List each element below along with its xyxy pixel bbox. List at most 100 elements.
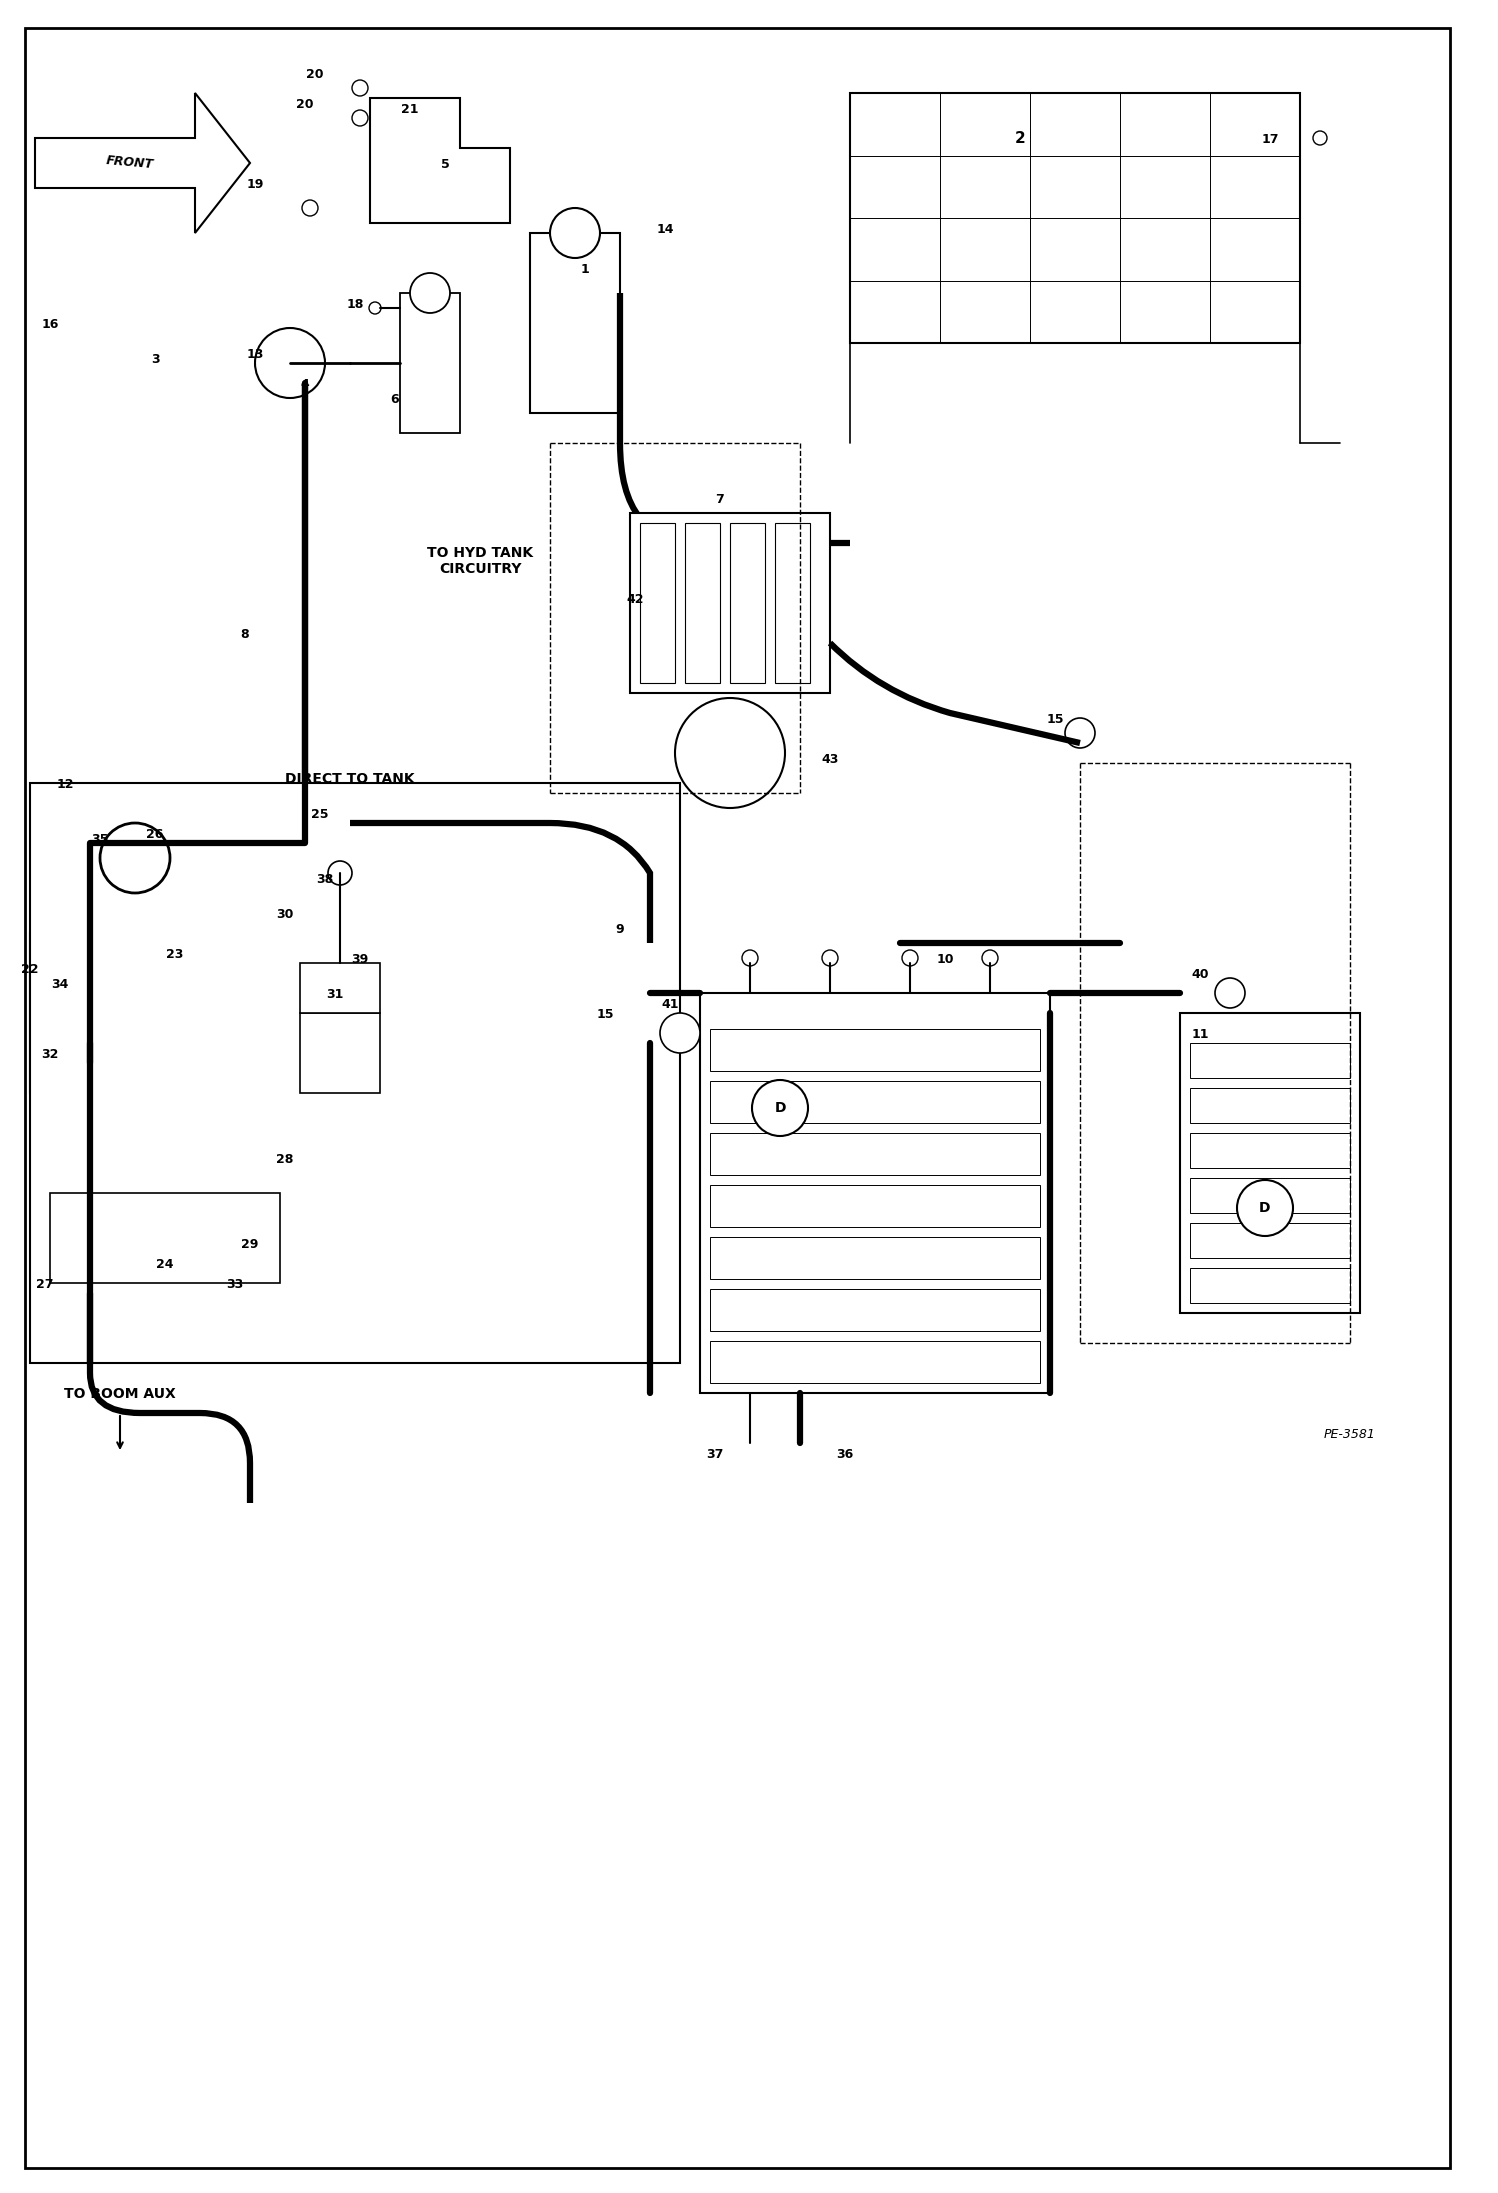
Circle shape bbox=[109, 923, 130, 943]
Bar bbox=[1180, 1013, 1360, 1314]
Bar bbox=[240, 912, 360, 1092]
Text: 37: 37 bbox=[707, 1447, 724, 1461]
Text: FRONT: FRONT bbox=[106, 154, 154, 171]
Text: 13: 13 bbox=[246, 349, 264, 362]
Text: 3: 3 bbox=[151, 353, 159, 366]
Circle shape bbox=[1065, 717, 1095, 748]
Bar bbox=[1189, 1044, 1350, 1079]
Text: 22: 22 bbox=[21, 963, 39, 976]
Circle shape bbox=[676, 697, 785, 807]
Text: 20: 20 bbox=[306, 68, 324, 81]
Bar bbox=[710, 1289, 1040, 1331]
Bar bbox=[710, 1340, 1040, 1384]
Text: 38: 38 bbox=[316, 873, 334, 886]
Bar bbox=[685, 522, 721, 682]
Text: PE-3581: PE-3581 bbox=[1324, 1428, 1377, 1441]
Circle shape bbox=[60, 954, 180, 1072]
Text: 19: 19 bbox=[246, 178, 264, 191]
Bar bbox=[849, 92, 1300, 342]
Bar bbox=[710, 1134, 1040, 1175]
Bar bbox=[1189, 1088, 1350, 1123]
Circle shape bbox=[752, 1079, 807, 1136]
Text: 10: 10 bbox=[936, 954, 954, 965]
Polygon shape bbox=[34, 92, 250, 232]
Circle shape bbox=[75, 1029, 105, 1057]
Text: 7: 7 bbox=[716, 493, 725, 507]
Text: 21: 21 bbox=[401, 103, 419, 116]
Text: 33: 33 bbox=[226, 1279, 244, 1292]
Circle shape bbox=[352, 110, 369, 125]
Circle shape bbox=[410, 272, 449, 314]
Text: 1: 1 bbox=[581, 263, 589, 276]
Text: 17: 17 bbox=[1261, 134, 1279, 147]
Text: 12: 12 bbox=[57, 779, 73, 792]
Circle shape bbox=[255, 329, 325, 397]
Bar bbox=[400, 294, 460, 432]
Text: TO HYD TANK
CIRCUITRY: TO HYD TANK CIRCUITRY bbox=[427, 546, 533, 577]
Text: 15: 15 bbox=[596, 1009, 614, 1022]
Circle shape bbox=[742, 950, 758, 965]
Text: 5: 5 bbox=[440, 158, 449, 171]
Text: 28: 28 bbox=[276, 1154, 294, 1167]
Text: 20: 20 bbox=[297, 99, 313, 112]
Circle shape bbox=[983, 950, 998, 965]
Text: 43: 43 bbox=[821, 752, 839, 765]
Circle shape bbox=[169, 923, 190, 943]
Text: DIRECT TO TANK: DIRECT TO TANK bbox=[285, 772, 415, 785]
Circle shape bbox=[352, 79, 369, 96]
Text: 16: 16 bbox=[42, 318, 58, 331]
Bar bbox=[530, 232, 620, 412]
Bar bbox=[300, 1013, 380, 1092]
Circle shape bbox=[303, 200, 318, 215]
Bar bbox=[30, 783, 680, 1364]
Bar bbox=[710, 1081, 1040, 1123]
Circle shape bbox=[1215, 978, 1245, 1009]
Text: 41: 41 bbox=[661, 998, 679, 1011]
Bar bbox=[1189, 1178, 1350, 1213]
Bar bbox=[300, 963, 380, 1013]
Text: 8: 8 bbox=[241, 627, 249, 640]
Text: 18: 18 bbox=[346, 298, 364, 311]
Circle shape bbox=[328, 862, 352, 886]
Text: 42: 42 bbox=[626, 592, 644, 605]
Circle shape bbox=[1314, 132, 1327, 145]
Bar bbox=[710, 1184, 1040, 1228]
Text: 35: 35 bbox=[91, 833, 109, 846]
Circle shape bbox=[369, 303, 380, 314]
Text: 31: 31 bbox=[327, 989, 343, 1000]
Text: 9: 9 bbox=[616, 923, 625, 936]
Text: 24: 24 bbox=[156, 1259, 174, 1272]
Bar bbox=[49, 1193, 280, 1283]
Text: 2: 2 bbox=[1014, 132, 1025, 147]
Text: 36: 36 bbox=[836, 1447, 854, 1461]
Circle shape bbox=[1237, 1180, 1293, 1237]
Circle shape bbox=[902, 950, 918, 965]
Text: 15: 15 bbox=[1046, 713, 1064, 726]
Circle shape bbox=[265, 877, 336, 947]
Text: 23: 23 bbox=[166, 947, 184, 961]
Bar bbox=[631, 513, 830, 693]
Circle shape bbox=[661, 1013, 700, 1053]
Bar bbox=[710, 1237, 1040, 1279]
Text: 14: 14 bbox=[656, 224, 674, 237]
Bar bbox=[710, 1029, 1040, 1070]
Text: 6: 6 bbox=[391, 393, 400, 406]
Text: 11: 11 bbox=[1191, 1029, 1209, 1042]
Bar bbox=[774, 522, 810, 682]
Bar bbox=[30, 932, 210, 1092]
Text: D: D bbox=[1260, 1202, 1270, 1215]
Circle shape bbox=[822, 950, 837, 965]
Circle shape bbox=[550, 208, 601, 259]
Text: 40: 40 bbox=[1191, 967, 1209, 980]
Text: 30: 30 bbox=[276, 908, 294, 921]
Text: D: D bbox=[774, 1101, 786, 1114]
Bar bbox=[730, 522, 765, 682]
Text: 25: 25 bbox=[312, 807, 328, 820]
Bar bbox=[1189, 1268, 1350, 1303]
Text: 39: 39 bbox=[352, 954, 369, 965]
Circle shape bbox=[49, 923, 70, 943]
Text: 32: 32 bbox=[42, 1048, 58, 1061]
Bar bbox=[1189, 1134, 1350, 1169]
Bar bbox=[220, 1092, 380, 1118]
Text: 26: 26 bbox=[147, 829, 163, 840]
